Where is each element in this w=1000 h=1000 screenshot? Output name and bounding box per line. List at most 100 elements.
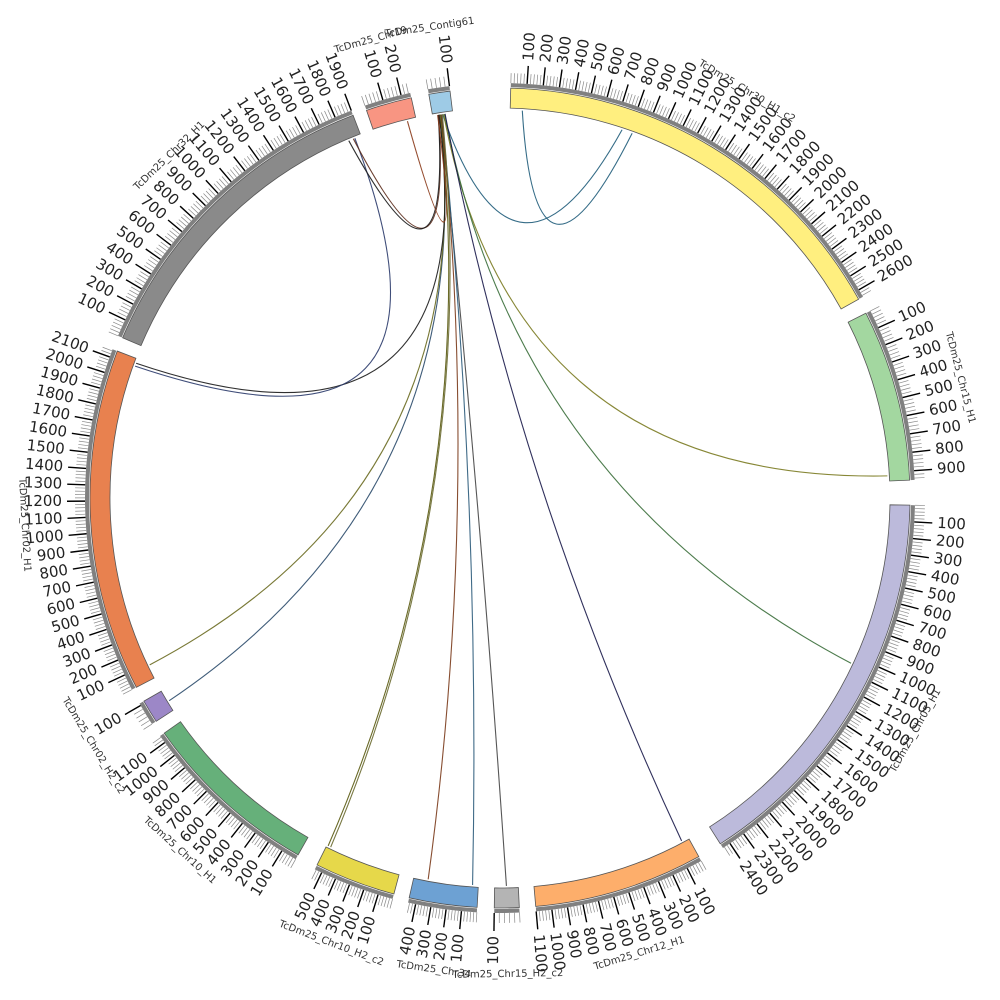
minor-tick xyxy=(402,84,406,95)
minor-tick xyxy=(757,164,764,173)
minor-tick xyxy=(168,757,177,765)
ideogram-ctg61[interactable] xyxy=(428,90,453,115)
minor-tick xyxy=(164,236,174,243)
minor-tick xyxy=(339,882,345,892)
major-tick xyxy=(878,666,896,676)
minor-tick xyxy=(631,891,636,902)
minor-tick xyxy=(751,827,759,837)
minor-tick xyxy=(92,616,103,621)
minor-tick xyxy=(662,106,667,117)
minor-tick xyxy=(902,597,913,601)
minor-tick xyxy=(195,200,204,209)
minor-tick xyxy=(90,610,101,614)
minor-tick xyxy=(79,559,90,562)
minor-tick xyxy=(813,219,822,227)
minor-tick xyxy=(368,892,373,903)
minor-tick xyxy=(76,530,87,532)
minor-tick xyxy=(733,146,740,156)
minor-tick xyxy=(92,375,103,379)
tick-label-chr15: 700 xyxy=(931,416,962,438)
ideogram-chr15[interactable] xyxy=(847,312,911,482)
tick-label-chr34: 200 xyxy=(430,931,452,962)
minor-tick xyxy=(295,125,301,135)
major-tick xyxy=(871,681,889,691)
minor-tick xyxy=(650,101,655,112)
minor-tick xyxy=(170,760,179,767)
ideogram-chr30[interactable] xyxy=(509,87,860,310)
minor-tick xyxy=(98,635,109,640)
link-chr30-chr30-1 xyxy=(521,110,633,225)
minor-tick xyxy=(726,845,733,854)
minor-tick xyxy=(880,663,890,669)
minor-tick xyxy=(221,176,229,185)
minor-tick xyxy=(910,558,921,561)
minor-tick xyxy=(679,115,685,125)
minor-tick xyxy=(698,862,704,872)
minor-tick xyxy=(84,407,95,411)
minor-tick xyxy=(646,886,651,896)
ideogram-chr19[interactable] xyxy=(366,97,417,130)
minor-tick xyxy=(867,690,877,697)
minor-tick xyxy=(425,79,429,90)
minor-tick xyxy=(637,889,642,899)
minor-tick xyxy=(817,224,826,232)
major-tick xyxy=(82,382,101,389)
chrom-name-chr15h2: TcDm25_Chr15_H2_c2 xyxy=(451,968,563,981)
minor-tick xyxy=(557,908,560,919)
major-tick xyxy=(78,399,96,405)
major-tick xyxy=(526,65,529,84)
minor-tick xyxy=(546,75,549,86)
minor-tick xyxy=(158,244,167,252)
minor-tick xyxy=(644,99,649,110)
minor-tick xyxy=(122,302,132,308)
ideogram-chr02[interactable] xyxy=(89,350,155,688)
major-tick xyxy=(831,237,847,250)
ideogram-chr12[interactable] xyxy=(533,838,700,907)
tick-label-chr34: 100 xyxy=(447,933,468,963)
tick-track-chr10h2 xyxy=(314,865,394,899)
minor-tick xyxy=(841,733,850,741)
minor-tick xyxy=(887,645,898,650)
minor-tick xyxy=(144,265,153,272)
major-tick xyxy=(67,516,86,519)
ideogram-chr34[interactable] xyxy=(408,877,479,908)
minor-tick xyxy=(129,289,139,296)
ideogram-chr02h2[interactable] xyxy=(143,690,174,722)
minor-tick xyxy=(784,188,792,197)
ideogram-chr15h2[interactable] xyxy=(493,887,520,909)
ideogram-chr10h2[interactable] xyxy=(316,846,400,895)
minor-tick xyxy=(188,208,196,217)
minor-tick xyxy=(108,331,119,337)
minor-tick xyxy=(86,594,97,598)
minor-tick xyxy=(162,750,171,757)
link-ctg61-chr34-6 xyxy=(441,114,475,886)
minor-tick xyxy=(244,158,251,167)
minor-tick xyxy=(441,909,444,920)
minor-tick xyxy=(895,623,906,627)
major-tick xyxy=(821,224,837,237)
minor-tick xyxy=(405,83,409,94)
minor-tick xyxy=(634,96,639,106)
minor-tick xyxy=(86,398,97,402)
tick-label-chr19: 100 xyxy=(360,48,385,81)
major-tick xyxy=(108,311,126,321)
minor-tick xyxy=(111,325,121,330)
minor-tick xyxy=(809,214,818,222)
minor-tick xyxy=(829,240,839,247)
major-tick xyxy=(885,337,903,346)
minor-tick xyxy=(848,722,858,729)
major-tick xyxy=(377,82,384,101)
minor-tick xyxy=(588,903,592,914)
minor-tick xyxy=(664,878,669,889)
ideogram-chr05[interactable] xyxy=(708,504,911,845)
ideogram-chr32[interactable] xyxy=(122,114,361,347)
ideogram-chr10[interactable] xyxy=(163,721,309,856)
minor-tick xyxy=(100,638,110,643)
minor-tick xyxy=(904,402,915,406)
minor-tick xyxy=(746,831,753,841)
major-tick xyxy=(686,868,696,885)
minor-tick xyxy=(881,330,891,335)
minor-tick xyxy=(443,76,446,87)
minor-tick xyxy=(246,830,253,840)
minor-tick xyxy=(117,312,127,318)
